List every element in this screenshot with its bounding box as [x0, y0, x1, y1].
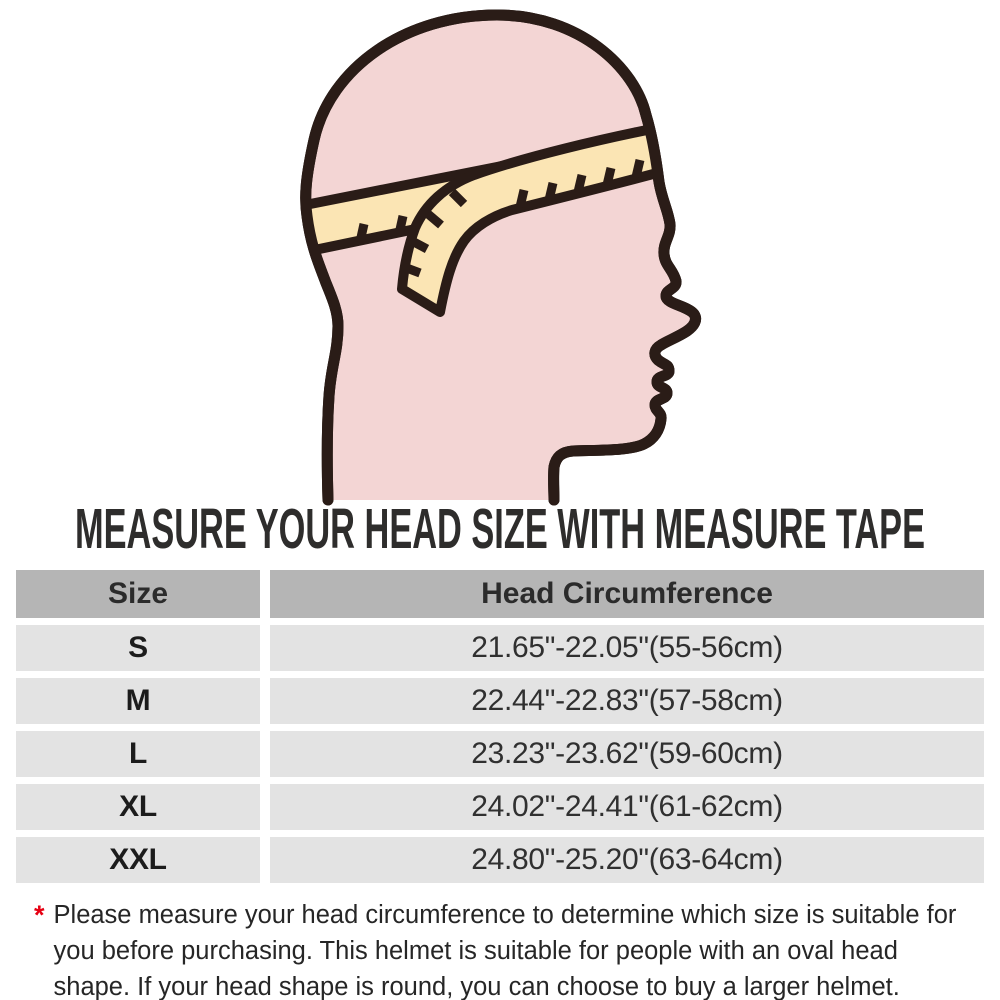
- circumference-cell: 21.65"-22.05"(55-56cm): [270, 625, 984, 671]
- asterisk-marker: *: [34, 900, 45, 930]
- head-profile-outline: [300, 9, 702, 506]
- table-row: M 22.44"-22.83"(57-58cm): [16, 678, 984, 724]
- size-chart-table: Size Head Circumference S 21.65"-22.05"(…: [16, 570, 984, 883]
- size-cell: M: [16, 678, 260, 724]
- size-cell: L: [16, 731, 260, 777]
- circumference-cell: 23.23"-23.62"(59-60cm): [270, 731, 984, 777]
- table-row: L 23.23"-23.62"(59-60cm): [16, 731, 984, 777]
- circumference-cell: 24.80"-25.20"(63-64cm): [270, 837, 984, 883]
- table-header-row: Size Head Circumference: [16, 570, 984, 618]
- size-cell: XL: [16, 784, 260, 830]
- tape-ticks-end: [402, 188, 468, 278]
- table-row: XXL 24.80"-25.20"(63-64cm): [16, 837, 984, 883]
- footnote-text: Please measure your head circumference t…: [53, 901, 957, 1000]
- measuring-tape: [305, 120, 681, 317]
- column-header-circumference: Head Circumference: [270, 570, 984, 618]
- head-measurement-illustration: [300, 9, 702, 506]
- page-title: MEASURE YOUR HEAD SIZE WITH MEASURE TAPE: [75, 497, 925, 559]
- tape-ticks-right: [515, 158, 645, 209]
- circumference-cell: 22.44"-22.83"(57-58cm): [270, 678, 984, 724]
- size-cell: S: [16, 625, 260, 671]
- column-header-size: Size: [16, 570, 260, 618]
- section-heading: MEASURE YOUR HEAD SIZE WITH MEASURE TAPE: [75, 497, 925, 559]
- table-row: S 21.65"-22.05"(55-56cm): [16, 625, 984, 671]
- circumference-cell: 24.02"-24.41"(61-62cm): [270, 784, 984, 830]
- size-cell: XXL: [16, 837, 260, 883]
- table-row: XL 24.02"-24.41"(61-62cm): [16, 784, 984, 830]
- tape-ticks-left: [355, 215, 408, 243]
- footnote: * Please measure your head circumference…: [34, 897, 968, 1000]
